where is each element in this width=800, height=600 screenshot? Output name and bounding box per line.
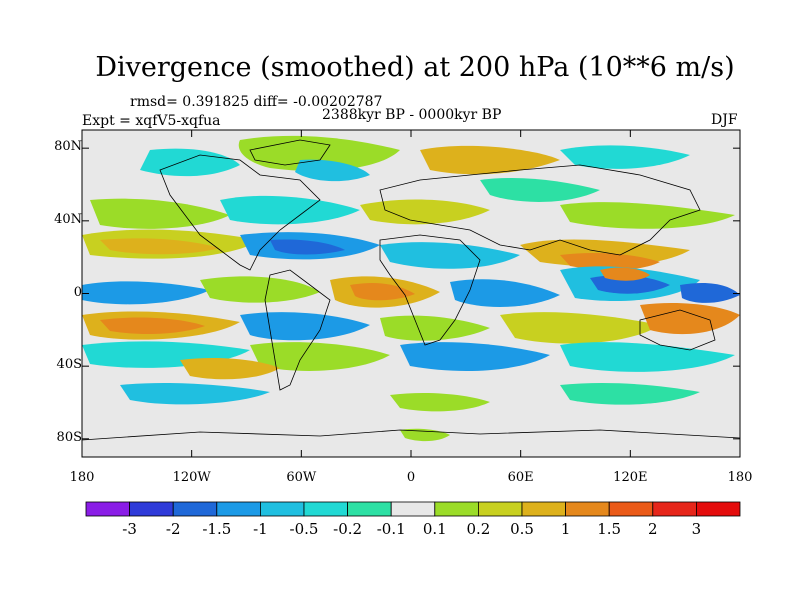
colorbar-label: 2 [648,520,658,538]
colorbar-label: -1.5 [202,520,232,538]
y-tick-label: 80S [56,429,82,445]
colorbar-swatch [85,501,130,517]
colorbar-label: -0.1 [376,520,406,538]
y-tick-label: 80N [54,139,82,155]
colorbar-label: 1 [560,520,571,538]
colorbar-swatch [172,501,218,517]
colorbar-swatch [696,501,741,517]
colorbar-swatch [347,501,392,517]
colorbar-label: -0.5 [289,520,319,538]
divergence-field [82,135,740,442]
colorbar-label: 0.1 [422,520,447,538]
x-tick-label: 0 [406,470,416,485]
x-tick-label: 120E [613,470,648,485]
colorbar-swatch [608,501,654,517]
y-tick-label: 40N [54,211,82,227]
experiment-label: Expt = xqfV5-xqfua [82,113,221,129]
colorbar-label: -3 [122,520,137,538]
x-tick-label: 120W [172,470,211,485]
colorbar-label: -1 [253,520,268,538]
colorbar-swatch [259,501,305,517]
colorbar-label: 3 [691,520,702,538]
colorbar-label: -2 [165,520,181,538]
period-label: 2388kyr BP - 0000kyr BP [322,107,502,123]
y-tick-label: 0 [73,284,82,300]
colorbar-swatch [565,501,610,517]
colorbar-label: 0.2 [466,520,491,538]
stats-line: rmsd= 0.391825 diff= -0.00202787 [130,94,383,110]
colorbar-label: 0.5 [510,520,534,538]
colorbar-label: 1.5 [597,520,622,538]
colorbar-swatch [652,501,697,517]
colorbar-swatch [434,501,479,517]
colorbar-swatch [129,501,174,517]
x-tick-label: 60W [286,470,317,485]
coastlines [82,139,740,441]
map-field [82,130,740,457]
colorbar-swatch [390,501,436,517]
x-tick-label: 180 [727,470,753,485]
y-tick-label: 40S [56,357,82,373]
x-tick-label: 60E [507,470,534,485]
colorbar-swatch [303,501,348,517]
colorbar-swatch [521,501,566,517]
x-tick-label: 180 [69,470,95,485]
colorbar [85,501,741,517]
colorbar-swatch [216,501,261,517]
colorbar-label: -0.2 [333,520,363,538]
plot-title: Divergence (smoothed) at 200 hPa (10**6 … [95,52,735,83]
axis-ticks [81,130,741,457]
season-label: DJF [711,112,738,128]
colorbar-swatch [477,501,523,517]
